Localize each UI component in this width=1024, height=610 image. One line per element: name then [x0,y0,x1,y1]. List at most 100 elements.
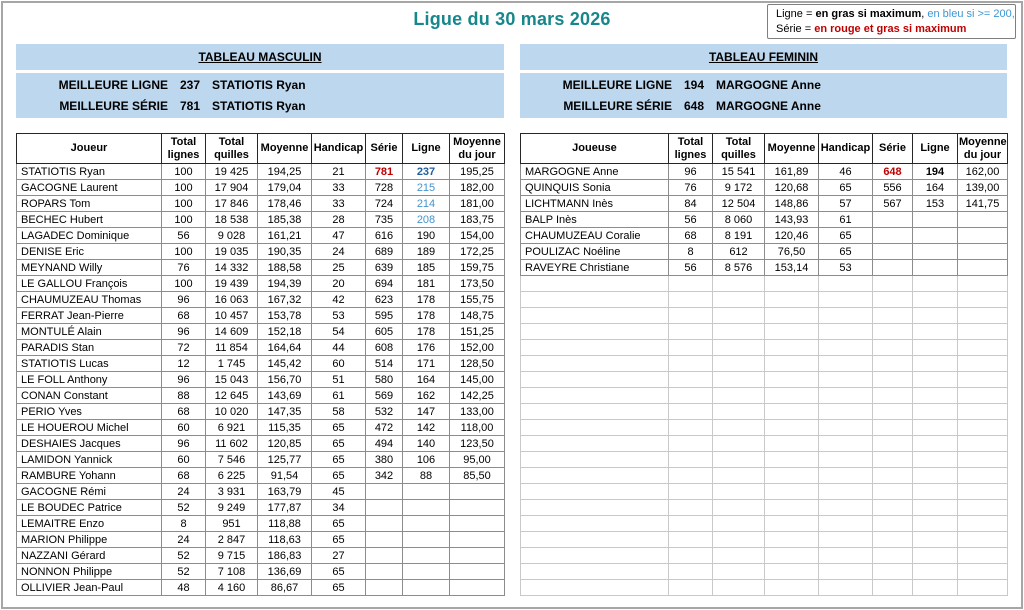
value-cell: 189 [402,243,450,260]
value-cell [668,387,713,404]
value-cell: 178 [402,291,450,308]
value-cell [818,419,873,436]
value-cell: 76,50 [764,243,819,260]
table-row: RAMBURE Yohann 68 6 225 91,54 65 342 88 85,50 [16,467,505,484]
value-cell [818,563,873,580]
value-cell [449,499,505,516]
player-name-cell [520,355,669,372]
value-cell: 185 [402,259,450,276]
player-name-cell [520,275,669,292]
value-cell [449,563,505,580]
value-cell [872,243,913,260]
value-cell [402,563,450,580]
value-cell [764,323,819,340]
value-cell: 142,25 [449,387,505,404]
value-cell: 161,89 [764,163,819,180]
value-cell [872,259,913,276]
legend-text: Ligne = [776,8,816,20]
value-cell [912,387,958,404]
value-cell [764,563,819,580]
value-cell: 8 [161,515,206,532]
value-cell [957,419,1008,436]
value-cell: 147,35 [257,403,312,420]
value-cell: 18 538 [205,211,258,228]
value-cell: 96 [161,323,206,340]
value-cell [957,371,1008,388]
value-cell [764,275,819,292]
value-cell: 9 249 [205,499,258,516]
women-best-band: MEILLEURE LIGNE 194 MARGOGNE Anne MEILLE… [520,73,1007,118]
value-cell [764,579,819,596]
value-cell: 147 [402,403,450,420]
empty-table-row [520,483,1008,500]
value-cell: 100 [161,243,206,260]
value-cell: 136,69 [257,563,312,580]
value-cell [402,499,450,516]
value-cell: 46 [818,163,873,180]
empty-table-row [520,419,1008,436]
value-cell: 120,85 [257,435,312,452]
value-cell [957,483,1008,500]
value-cell [365,515,403,532]
value-cell: 60 [161,451,206,468]
best-series-label: MEILLEURE SÉRIE [59,99,168,113]
player-name-cell [520,339,669,356]
empty-table-row [520,547,1008,564]
value-cell: 8 060 [712,211,765,228]
value-cell: 380 [365,451,403,468]
value-cell: 53 [818,259,873,276]
value-cell [957,211,1008,228]
value-cell [764,451,819,468]
column-header: Moyenne [764,133,819,164]
column-header: Ligne [912,133,958,164]
value-cell: 96 [161,435,206,452]
player-name-cell: STATIOTIS Ryan [16,163,162,180]
best-series-player: MARGOGNE Anne [716,99,821,113]
value-cell [957,563,1008,580]
value-cell: 141,75 [957,195,1008,212]
value-cell [712,483,765,500]
value-cell [712,291,765,308]
value-cell: 162 [402,387,450,404]
value-cell [712,467,765,484]
value-cell [764,355,819,372]
empty-table-row [520,355,1008,372]
value-cell [668,355,713,372]
value-cell [818,323,873,340]
value-cell: 120,46 [764,227,819,244]
table-row: FERRAT Jean-Pierre 68 10 457 153,78 53 595 178… [16,307,505,324]
value-cell: 52 [161,563,206,580]
player-name-cell: MONTULÉ Alain [16,323,162,340]
value-cell [957,499,1008,516]
legend-text: en rouge et gras si maximum [814,23,967,35]
value-cell: 154,00 [449,227,505,244]
table-row: DENISE Eric 100 19 035 190,35 24 689 189 172,25 [16,243,505,260]
value-cell [365,483,403,500]
value-cell: 12 504 [712,195,765,212]
page-title: Ligue du 30 mars 2026 [413,9,611,29]
value-cell: 58 [311,403,366,420]
empty-table-row [520,307,1008,324]
value-cell: 100 [161,163,206,180]
value-cell [912,499,958,516]
value-cell [764,499,819,516]
player-name-cell: GACOGNE Rémi [16,483,162,500]
table-row: PERIO Yves 68 10 020 147,35 58 532 147 133,00 [16,403,505,420]
value-cell [712,339,765,356]
value-cell [818,387,873,404]
value-cell [912,483,958,500]
value-cell: 194,25 [257,163,312,180]
value-cell [818,339,873,356]
player-name-cell: CHAUMUZEAU Coralie [520,227,669,244]
value-cell: 182,00 [449,179,505,196]
value-cell: 133,00 [449,403,505,420]
value-cell [872,307,913,324]
value-cell [668,419,713,436]
value-cell: 11 602 [205,435,258,452]
value-cell [912,227,958,244]
value-cell: 724 [365,195,403,212]
value-cell: 33 [311,179,366,196]
player-name-cell [520,467,669,484]
legend-box: Ligne = en gras si maximum, en bleu si >… [767,4,1016,39]
player-name-cell: LE BOUDEC Patrice [16,499,162,516]
